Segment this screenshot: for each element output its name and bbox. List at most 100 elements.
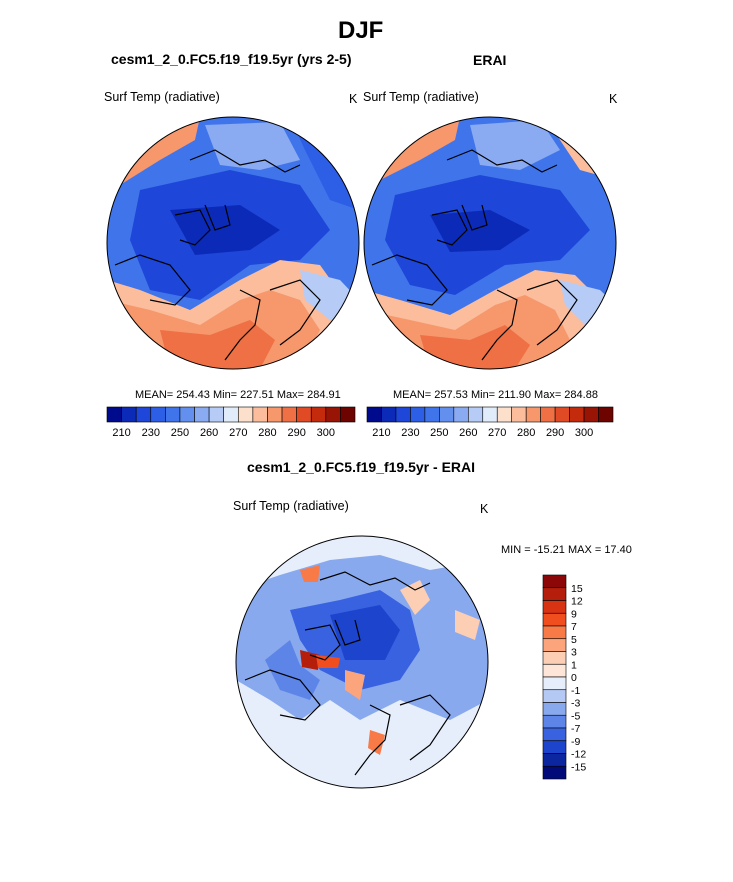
left-colorbar-box xyxy=(223,406,239,423)
right-colorbar-box xyxy=(467,406,484,423)
left-stats: MEAN= 254.43 Min= 227.51 Max= 284.91 xyxy=(135,389,341,401)
left-colorbar-tick: 290 xyxy=(287,427,305,439)
left-colorbar-box xyxy=(194,406,210,423)
left-colorbar-box xyxy=(296,406,312,423)
diff-colorbar-tick: 9 xyxy=(571,608,577,620)
diff-colorbar-box xyxy=(542,740,567,754)
left-panel-title: cesm1_2_0.FC5.f19_f19.5yr (yrs 2-5) xyxy=(111,51,352,67)
diff-colorbar-box xyxy=(542,574,567,589)
right-units-label: K xyxy=(609,92,618,106)
right-map xyxy=(363,116,617,370)
left-colorbar-box xyxy=(340,406,356,423)
right-colorbar-tick: 280 xyxy=(517,427,535,439)
left-colorbar: 210 230 250 260 270 280 290 300 xyxy=(106,406,356,439)
diff-colorbar-tick: 15 xyxy=(571,583,583,595)
right-colorbar: 210 230 250 260 270 280 290 300 xyxy=(366,406,614,439)
diff-colorbar-box xyxy=(542,689,567,703)
diff-colorbar-box xyxy=(542,702,567,716)
diff-colorbar-box xyxy=(542,663,567,678)
left-colorbar-tick: 230 xyxy=(142,427,160,439)
right-colorbar-box xyxy=(496,406,513,423)
left-colorbar-tick: 260 xyxy=(200,427,218,439)
diff-colorbar-box xyxy=(542,727,567,742)
right-stats: MEAN= 257.53 Min= 211.90 Max= 284.88 xyxy=(393,389,598,401)
diff-variable-label: Surf Temp (radiative) xyxy=(233,499,349,513)
diff-colorbar-box xyxy=(542,765,567,780)
diff-colorbar-box xyxy=(542,587,567,601)
right-colorbar-box xyxy=(453,406,469,423)
diff-stats: MIN = -15.21 MAX = 17.40 xyxy=(501,544,632,556)
left-colorbar-box xyxy=(310,406,327,423)
left-variable-label: Surf Temp (radiative) xyxy=(104,90,220,104)
diff-map xyxy=(235,535,489,789)
right-panel-title: ERAI xyxy=(473,52,507,68)
left-colorbar-box xyxy=(208,406,225,423)
left-colorbar-box xyxy=(325,406,341,423)
diff-panel-title: cesm1_2_0.FC5.f19_f19.5yr - ERAI xyxy=(247,459,476,475)
left-colorbar-box xyxy=(237,406,254,423)
right-colorbar-box xyxy=(511,406,527,423)
right-colorbar-box xyxy=(424,406,440,423)
left-colorbar-box xyxy=(179,406,195,423)
left-units-label: K xyxy=(349,92,358,106)
left-colorbar-box xyxy=(135,406,152,423)
right-colorbar-tick: 290 xyxy=(546,427,564,439)
left-coastlines xyxy=(114,149,321,361)
diff-colorbar-box xyxy=(542,638,567,652)
left-colorbar-tick: 280 xyxy=(258,427,276,439)
left-colorbar-box xyxy=(267,406,283,423)
right-colorbar-tick: 230 xyxy=(401,427,419,439)
left-colorbar-tick: 250 xyxy=(171,427,189,439)
diff-colorbar-box xyxy=(542,651,567,665)
diff-coastlines xyxy=(244,571,451,776)
left-colorbar-box xyxy=(121,406,137,423)
diff-colorbar-tick: 3 xyxy=(571,647,577,659)
left-colorbar-tick: 210 xyxy=(112,427,130,439)
right-colorbar-tick: 210 xyxy=(372,427,390,439)
diff-colorbar-tick: 7 xyxy=(571,621,577,633)
right-colorbar-box xyxy=(395,406,411,423)
right-colorbar-box xyxy=(381,406,397,423)
right-colorbar-box xyxy=(583,406,599,423)
right-colorbar-tick: 250 xyxy=(430,427,448,439)
left-colorbar-tick: 270 xyxy=(229,427,247,439)
right-colorbar-box xyxy=(554,406,570,423)
diff-colorbar-tick: 1 xyxy=(571,659,577,671)
diff-colorbar-tick: -7 xyxy=(571,723,580,735)
diff-colorbar-box xyxy=(542,753,567,767)
diff-colorbar-box xyxy=(542,625,567,640)
diff-colorbar-tick: -15 xyxy=(571,761,586,773)
left-colorbar-box xyxy=(150,406,166,423)
diff-colorbar-tick: -5 xyxy=(571,710,580,722)
right-colorbar-tick: 260 xyxy=(459,427,477,439)
diff-colorbar-box xyxy=(542,600,567,614)
right-colorbar-box xyxy=(598,406,614,423)
diff-colorbar-box xyxy=(542,612,567,627)
diff-colorbar-tick: -12 xyxy=(571,749,586,761)
right-variable-label: Surf Temp (radiative) xyxy=(363,90,479,104)
diff-colorbar-tick: -1 xyxy=(571,685,580,697)
right-colorbar-box xyxy=(525,406,541,423)
right-colorbar-box xyxy=(482,406,498,423)
left-colorbar-box xyxy=(165,406,181,423)
figure-title: DJF xyxy=(338,17,384,44)
right-colorbar-box xyxy=(569,406,585,423)
right-colorbar-box xyxy=(439,406,455,423)
right-coastlines xyxy=(371,149,578,361)
left-map xyxy=(106,116,360,370)
diff-colorbar-tick: 0 xyxy=(571,672,577,684)
left-colorbar-box xyxy=(252,406,268,423)
diff-colorbar-box xyxy=(542,676,567,691)
right-colorbar-box xyxy=(540,406,556,423)
diff-colorbar-tick: 5 xyxy=(571,634,577,646)
left-colorbar-box xyxy=(281,406,297,423)
left-colorbar-tick: 300 xyxy=(317,427,335,439)
diff-units-label: K xyxy=(480,502,489,516)
right-colorbar-box xyxy=(366,406,382,423)
diff-colorbar-tick: -9 xyxy=(571,736,580,748)
right-colorbar-tick: 300 xyxy=(575,427,593,439)
diff-colorbar-tick: -3 xyxy=(571,698,580,710)
left-colorbar-box xyxy=(106,406,122,423)
